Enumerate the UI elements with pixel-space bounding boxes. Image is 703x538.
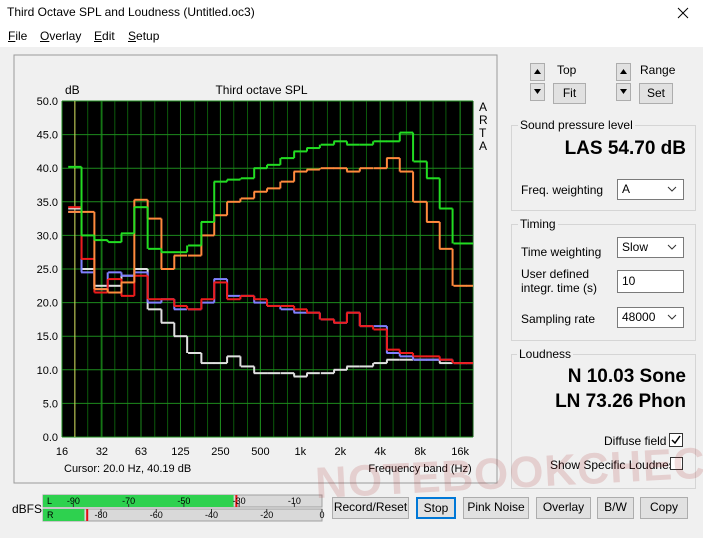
- record-reset-button[interactable]: Record/Reset: [332, 497, 409, 519]
- meter-tick-label: 0: [319, 510, 324, 520]
- range-label: Range: [640, 63, 676, 77]
- meter-tick-label: -60: [150, 510, 163, 520]
- menu-item[interactable]: Overlay: [40, 29, 82, 43]
- y-axis-label: dB: [65, 83, 80, 97]
- y-tick-label: 35.0: [37, 197, 58, 209]
- y-tick-label: 20.0: [37, 298, 58, 310]
- bw-button[interactable]: B/W: [597, 497, 634, 519]
- field-label: User defined integr. time (s): [521, 267, 598, 295]
- y-tick-label: 50.0: [37, 96, 58, 108]
- meter-tick-label: -10: [288, 496, 301, 506]
- x-tick-label: 1k: [295, 446, 307, 458]
- menu-item[interactable]: File: [8, 29, 28, 43]
- group-title: Sound pressure level: [518, 118, 635, 132]
- side-label: ARTA: [479, 100, 488, 153]
- stop-button[interactable]: Stop: [416, 497, 456, 519]
- range-spinner[interactable]: [616, 63, 631, 101]
- pink-noise-button[interactable]: Pink Noise: [463, 497, 529, 519]
- x-tick-label: 16k: [451, 446, 469, 458]
- meter-tick-label: -80: [95, 510, 108, 520]
- x-tick-label: 63: [135, 446, 147, 458]
- meter-channel-label: L: [47, 496, 52, 506]
- x-tick-label: 8k: [414, 446, 426, 458]
- x-tick-label: 16: [56, 446, 68, 458]
- field-label: Sampling rate: [521, 312, 596, 326]
- meter-level: [43, 495, 234, 507]
- integr-time-input[interactable]: 10: [617, 270, 684, 293]
- y-tick-label: 45.0: [37, 130, 58, 142]
- meter-tick-label: -40: [205, 510, 218, 520]
- select-arrow: [667, 314, 677, 320]
- group-title: Timing: [518, 217, 558, 231]
- y-tick-label: 5.0: [43, 398, 58, 410]
- freq-weighting-select[interactable]: A: [617, 179, 684, 200]
- diffuse-checkbox[interactable]: [669, 433, 683, 447]
- x-tick-label: 250: [211, 446, 229, 458]
- specific-checkbox[interactable]: [670, 457, 683, 470]
- checkbox-label: Show Specific Loudness: [550, 458, 681, 472]
- spl-reading: LAS 54.70 dB: [564, 138, 686, 159]
- menu-item[interactable]: Setup: [128, 29, 160, 43]
- timing-group: [511, 224, 696, 341]
- title-bar: [0, 0, 703, 25]
- meter-tick-label: -30: [233, 496, 246, 506]
- top-label: Top: [557, 63, 577, 77]
- cursor-readout: Cursor: 20.0 Hz, 40.19 dB: [64, 463, 191, 475]
- sampling-rate-select[interactable]: 48000: [617, 307, 684, 328]
- x-tick-label: 2k: [334, 446, 346, 458]
- x-tick-label: 500: [251, 446, 269, 458]
- x-tick-label: 32: [96, 446, 108, 458]
- chart-title: Third octave SPL: [215, 83, 307, 97]
- select-arrow: [667, 244, 677, 250]
- fit-button[interactable]: Fit: [553, 83, 586, 104]
- meter-tick-label: -50: [177, 496, 190, 506]
- y-tick-label: 30.0: [37, 230, 58, 242]
- group-title: Loudness: [517, 347, 574, 361]
- loudness-n: N 10.03 Sone: [567, 366, 686, 387]
- meter-channel-label: R: [47, 510, 54, 520]
- loudness-ln: LN 73.26 Phon: [555, 391, 686, 412]
- copy-button[interactable]: Copy: [640, 497, 688, 519]
- x-tick-label: 125: [171, 446, 189, 458]
- set-button[interactable]: Set: [639, 83, 673, 104]
- field-label: Freq. weighting: [521, 183, 604, 197]
- y-tick-label: 40.0: [37, 163, 58, 175]
- y-tick-label: 10.0: [37, 365, 58, 377]
- overlay-button[interactable]: Overlay: [536, 497, 591, 519]
- meter-level: [43, 509, 85, 521]
- meter-track: [42, 508, 323, 522]
- meter-unit: dBFS: [12, 502, 43, 516]
- field-label: Time weighting: [521, 245, 602, 259]
- time-weighting-select[interactable]: Slow: [617, 237, 684, 258]
- y-tick-label: 0.0: [43, 432, 58, 444]
- meter-tick-label: -20: [260, 510, 273, 520]
- meter-tick-label: -70: [122, 496, 135, 506]
- x-tick-label: 4k: [374, 446, 386, 458]
- y-tick-label: 15.0: [37, 331, 58, 343]
- top-spinner[interactable]: [530, 63, 545, 101]
- select-arrow: [667, 186, 677, 192]
- y-tick-label: 25.0: [37, 264, 58, 276]
- x-axis-label: Frequency band (Hz): [368, 463, 471, 475]
- menu-item[interactable]: Edit: [94, 29, 115, 43]
- window-title: Third Octave SPL and Loudness (Untitled.…: [7, 5, 255, 19]
- close-button[interactable]: [676, 6, 690, 20]
- checkbox-label: Diffuse field: [604, 434, 667, 448]
- menu-bar: [0, 25, 703, 47]
- loudness-group: [511, 354, 696, 489]
- meter-tick-label: -90: [67, 496, 80, 506]
